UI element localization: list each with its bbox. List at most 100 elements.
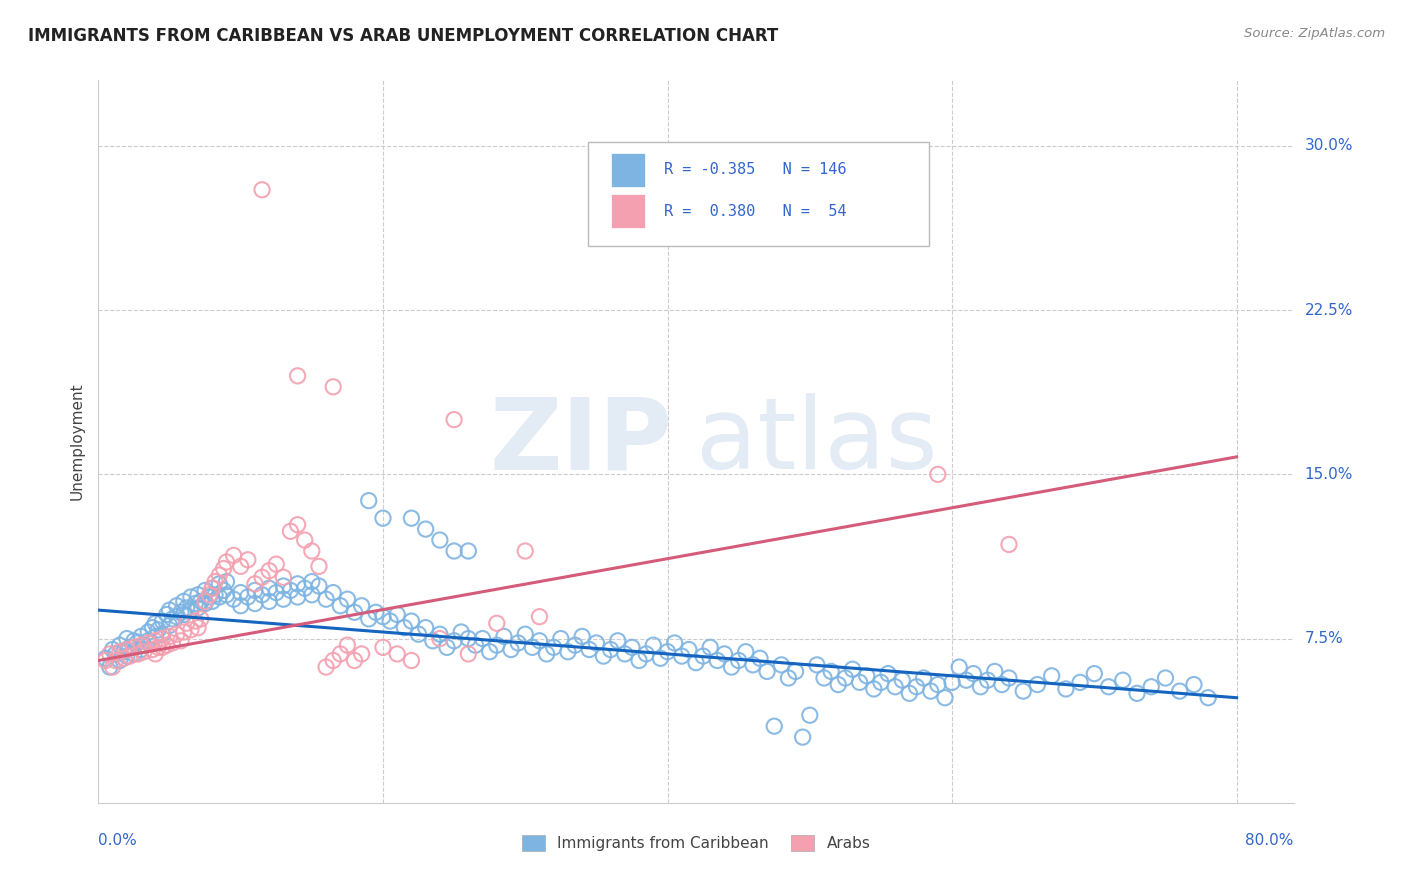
Point [898, 686, 921, 700]
Point [941, 675, 963, 690]
Point [190, 612, 212, 626]
Point [499, 642, 522, 657]
Point [208, 590, 231, 604]
Point [180, 603, 202, 617]
Point [522, 640, 544, 655]
Point [257, 594, 280, 608]
Point [166, 627, 188, 641]
Point [132, 638, 155, 652]
Point [820, 665, 842, 679]
Point [336, 592, 359, 607]
Point [606, 633, 628, 648]
Point [212, 561, 235, 575]
Point [920, 684, 942, 698]
Point [401, 511, 423, 525]
Point [301, 588, 323, 602]
Point [222, 549, 245, 563]
Text: 15.0%: 15.0% [1305, 467, 1353, 482]
Point [287, 590, 309, 604]
Point [408, 627, 430, 641]
Point [215, 588, 238, 602]
Point [180, 623, 202, 637]
Point [280, 583, 302, 598]
Point [685, 656, 707, 670]
Point [204, 574, 226, 589]
Point [170, 605, 193, 619]
Point [443, 544, 465, 558]
Point [415, 522, 437, 536]
Point [136, 636, 159, 650]
Point [264, 557, 287, 571]
Point [215, 574, 238, 589]
Point [112, 645, 135, 659]
Point [1197, 690, 1219, 705]
Point [799, 708, 821, 723]
Point [371, 609, 394, 624]
Point [122, 640, 145, 655]
Y-axis label: Unemployment: Unemployment [69, 383, 84, 500]
Point [143, 629, 166, 643]
Point [243, 583, 266, 598]
Point [1012, 684, 1035, 698]
Point [422, 633, 444, 648]
Point [713, 647, 735, 661]
Point [98, 660, 121, 674]
Text: 80.0%: 80.0% [1246, 833, 1294, 848]
Point [329, 647, 352, 661]
Point [443, 633, 465, 648]
Point [125, 636, 148, 650]
Point [329, 599, 352, 613]
Point [250, 183, 273, 197]
Point [184, 597, 207, 611]
Point [194, 583, 217, 598]
Point [112, 651, 135, 665]
Point [1154, 671, 1177, 685]
Point [118, 640, 141, 655]
Point [429, 533, 451, 547]
Point [578, 642, 600, 657]
Point [166, 609, 188, 624]
Point [613, 647, 636, 661]
Point [287, 517, 309, 532]
Legend: Immigrants from Caribbean, Arabs: Immigrants from Caribbean, Arabs [516, 829, 876, 857]
Point [378, 614, 401, 628]
Point [243, 577, 266, 591]
Point [962, 666, 984, 681]
Point [905, 680, 928, 694]
Point [1040, 669, 1063, 683]
Point [429, 627, 451, 641]
Point [170, 633, 193, 648]
Point [159, 603, 181, 617]
Point [657, 645, 679, 659]
Text: Source: ZipAtlas.com: Source: ZipAtlas.com [1244, 27, 1385, 40]
Point [308, 559, 330, 574]
Point [301, 574, 323, 589]
Point [1097, 680, 1119, 694]
Point [969, 680, 991, 694]
Point [734, 645, 756, 659]
Point [148, 640, 170, 655]
Point [127, 647, 149, 661]
Point [166, 599, 188, 613]
Point [187, 601, 209, 615]
Text: R =  0.380   N =  54: R = 0.380 N = 54 [664, 203, 846, 219]
Point [136, 633, 159, 648]
Point [998, 671, 1021, 685]
Point [478, 645, 501, 659]
Point [628, 653, 651, 667]
Point [257, 581, 280, 595]
Point [222, 592, 245, 607]
Point [198, 590, 221, 604]
Point [118, 649, 141, 664]
Point [891, 673, 914, 688]
Text: atlas: atlas [696, 393, 938, 490]
Point [152, 614, 174, 628]
Point [322, 585, 344, 599]
Point [115, 642, 138, 657]
Point [129, 629, 152, 643]
Point [1112, 673, 1135, 688]
Point [273, 592, 295, 607]
Bar [612, 194, 644, 228]
Point [515, 544, 537, 558]
Text: 22.5%: 22.5% [1305, 302, 1353, 318]
